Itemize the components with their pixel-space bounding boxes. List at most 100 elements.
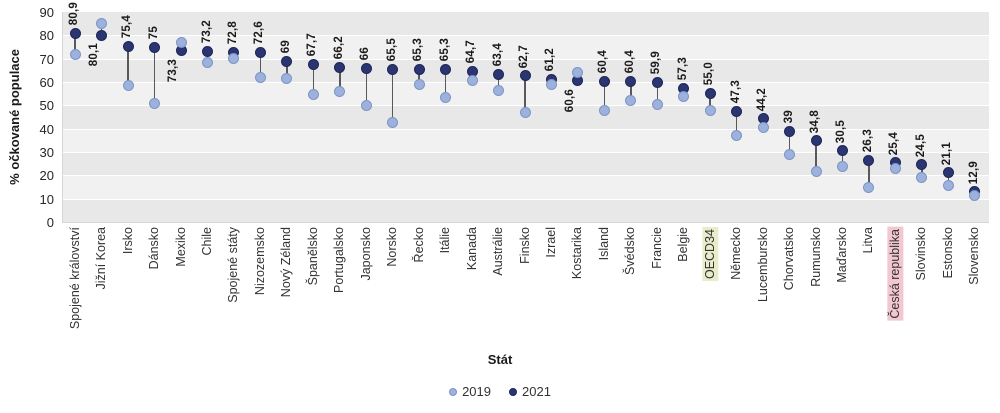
y-axis-title: % očkované populace	[7, 49, 22, 185]
data-point-2019	[413, 78, 425, 90]
data-point-2019	[122, 80, 134, 91]
connector-line	[312, 64, 315, 95]
y-tick-label: 90	[39, 5, 54, 20]
connector-line	[444, 69, 447, 98]
x-axis-label-22: Švédsko	[623, 227, 638, 275]
data-point-2019	[545, 78, 557, 90]
data-point-2021	[704, 88, 716, 100]
y-tick-label: 20	[39, 168, 54, 184]
x-axis-label-24: Belgie	[676, 227, 691, 262]
connector-line	[365, 68, 367, 106]
x-axis-label-4: Dánsko	[147, 227, 162, 270]
y-tick-label: 70	[39, 51, 54, 67]
value-label-2021: 63,4	[491, 42, 504, 67]
x-axis-label-12: Japonsko	[358, 227, 373, 281]
x-axis-label-25: OECD34	[701, 227, 719, 282]
y-tick-label: 60	[39, 75, 54, 90]
data-point-2021	[784, 125, 796, 137]
data-point-2019	[254, 71, 266, 83]
value-label-2021: 60,4	[623, 49, 636, 74]
x-axis-label-26: Německo	[729, 227, 744, 280]
data-point-2019	[731, 130, 743, 142]
connector-line	[921, 164, 923, 178]
x-axis-label-32: Česká republika	[886, 227, 904, 321]
data-point-2021	[96, 29, 108, 41]
data-point-2019	[466, 75, 478, 87]
value-label-2021: 30,5	[835, 119, 848, 143]
y-tick-label: 10	[39, 191, 54, 207]
data-point-2021	[202, 45, 213, 57]
data-point-2019	[678, 90, 690, 102]
data-point-2021	[810, 135, 822, 147]
data-point-2019	[651, 98, 663, 110]
legend-marker-2019	[449, 387, 458, 396]
x-axis-label-1: Spojené království	[67, 227, 82, 330]
data-point-2021	[942, 167, 954, 179]
connector-line	[418, 69, 420, 85]
x-axis-label-21: Island	[596, 227, 611, 261]
data-point-2019	[202, 56, 213, 68]
data-point-2019	[228, 53, 240, 65]
value-label-2021: 75,4	[121, 14, 134, 39]
x-axis-label-35: Slovensko	[967, 227, 982, 285]
data-point-2019	[757, 122, 769, 133]
data-point-2019	[360, 99, 372, 111]
data-point-2019	[810, 166, 822, 178]
value-label-2021: 39	[782, 109, 795, 123]
connector-line	[391, 69, 394, 123]
value-label-2021: 26,3	[861, 129, 874, 153]
data-point-2019	[175, 36, 187, 48]
data-point-2021	[916, 159, 928, 171]
value-label-2021: 67,7	[306, 32, 319, 57]
data-point-2021	[413, 64, 425, 76]
x-axis-label-33: Slovinsko	[914, 227, 929, 281]
connector-line	[735, 111, 738, 136]
x-axis-label-9: Nový Zéland	[279, 227, 294, 298]
value-label-2021: 21,1	[941, 141, 954, 165]
x-axis-label-31: Litva	[861, 227, 876, 254]
legend-label-2021: 2021	[522, 384, 551, 399]
data-point-2021	[440, 64, 452, 76]
value-label-2021: 80,1	[87, 43, 100, 67]
data-point-2019	[307, 89, 319, 101]
connector-line	[630, 81, 632, 101]
value-label-2021: 55,0	[703, 62, 716, 86]
plot-band	[63, 35, 989, 59]
data-point-2019	[863, 181, 875, 193]
y-axis-title-wrap: % očkované populace	[7, 12, 23, 222]
connector-line	[656, 82, 659, 105]
plot-band	[63, 82, 989, 106]
data-point-2021	[625, 75, 637, 87]
data-point-2021	[307, 58, 319, 70]
data-point-2021	[281, 55, 293, 67]
data-point-2021	[493, 68, 505, 80]
x-axis-label-8: Nizozemsko	[252, 227, 267, 296]
legend-item-2021: 2021	[509, 384, 551, 399]
value-label-2021: 72,8	[226, 20, 239, 45]
data-point-2021	[69, 27, 81, 39]
data-point-2019	[96, 18, 108, 30]
y-tick-label: 30	[39, 145, 54, 160]
value-label-2021: 44,2	[756, 87, 769, 111]
legend-marker-2021	[509, 387, 517, 396]
data-point-2021	[836, 145, 848, 157]
value-label-2021: 75	[147, 25, 160, 39]
x-axis-label-14: Řecko	[411, 227, 426, 263]
value-label-2021: 24,5	[914, 133, 927, 157]
data-point-2021	[598, 75, 610, 87]
connector-line	[259, 52, 262, 78]
connector-line	[339, 67, 341, 92]
x-axis-label-29: Rumunsko	[808, 227, 823, 287]
connector-line	[841, 150, 844, 166]
data-point-2019	[149, 97, 161, 109]
x-axis-label-30: Maďarsko	[834, 227, 849, 283]
data-point-2019	[519, 106, 531, 118]
value-label-2021: 65,5	[385, 37, 398, 62]
data-point-2019	[440, 91, 452, 103]
data-point-2021	[863, 155, 875, 167]
data-point-2021	[254, 47, 266, 59]
x-axis-label-17: Austrálie	[491, 227, 506, 276]
data-point-2019	[784, 148, 796, 160]
connector-line	[153, 47, 156, 103]
